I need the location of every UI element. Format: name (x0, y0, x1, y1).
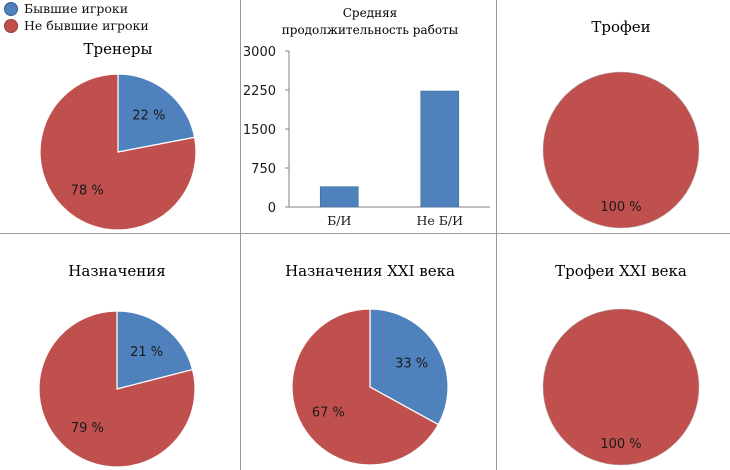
bar-ytick-label: 2250 (243, 84, 276, 99)
legend-item-nonformer: Не бывшие игроки (4, 17, 149, 34)
pie2-slice-nonformer (542, 71, 700, 229)
pie0-label-former: 22 % (132, 109, 165, 124)
bar-former (319, 186, 359, 208)
chart-title-trophies: Трофеи (591, 18, 651, 36)
bar-ytick-label: 750 (251, 162, 276, 177)
chart-title-appointments: Назначения (68, 262, 166, 280)
pie3-slice-nonformer (38, 310, 196, 468)
chart-title-tenure: Средняя продолжительность работы (282, 5, 458, 39)
pie5-slice-nonformer (542, 308, 700, 466)
legend-label-nonformer: Не бывшие игроки (24, 18, 149, 33)
pie4-label-nonformer: 67 % (312, 406, 345, 421)
legend-label-former: Бывшие игроки (24, 1, 129, 16)
chart-title-appointments-21c: Назначения XXI века (285, 262, 455, 280)
bar-ytick-label: 1500 (243, 123, 276, 138)
legend: Бывшие игроки Не бывшие игроки (4, 0, 149, 34)
pie3-label-former: 21 % (130, 345, 163, 360)
bar-ytick-label: 3000 (243, 45, 276, 60)
pie4-label-former: 33 % (395, 356, 428, 371)
pie5-label-nonformer: 100 % (600, 437, 641, 452)
grid-divider-right (496, 0, 497, 470)
grid-divider-middle (0, 233, 730, 234)
chart-title-trophies-21c: Трофеи XXI века (555, 262, 687, 280)
legend-swatch-nonformer (4, 18, 18, 33)
pie0-label-nonformer: 78 % (71, 183, 104, 198)
grid-divider-left (240, 0, 241, 470)
chart-title-coaches: Тренеры (83, 40, 153, 58)
bar-ytick-label: 0 (268, 201, 276, 216)
legend-swatch-former (4, 1, 18, 16)
pie0-slice-former (117, 73, 196, 153)
chart-title-tenure-line2: продолжительность работы (281, 23, 459, 37)
legend-item-former: Бывшие игроки (4, 0, 149, 17)
pie4-slice-nonformer (291, 308, 440, 466)
bar-nonformer (420, 90, 460, 208)
bar-category-label-former: Б/И (327, 213, 351, 228)
pie2-label-nonformer: 100 % (600, 200, 641, 215)
chart-title-tenure-line1: Средняя (342, 6, 398, 20)
pie3-slice-former (116, 310, 194, 390)
bar-category-label-nonformer: Не Б/И (416, 213, 463, 228)
pie3-label-nonformer: 79 % (71, 421, 104, 436)
pie0-slice-nonformer (39, 73, 197, 231)
pie4-slice-former (369, 308, 449, 426)
